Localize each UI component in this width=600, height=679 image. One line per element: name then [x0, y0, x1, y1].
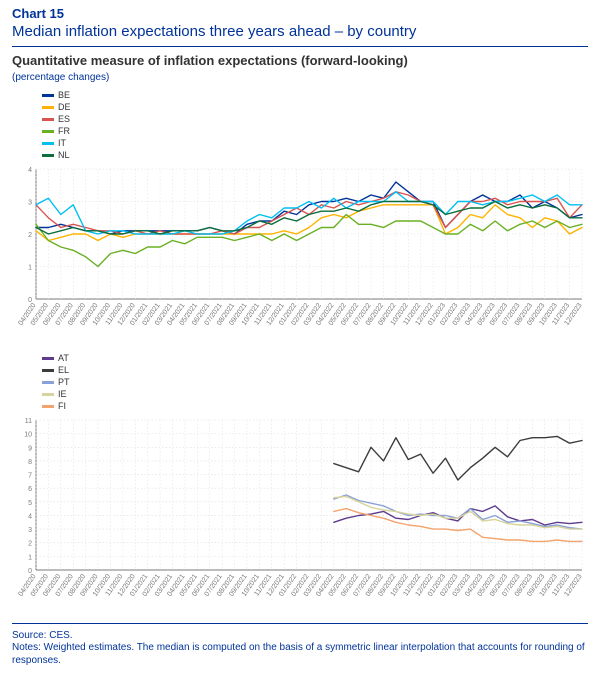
svg-text:6: 6 [28, 486, 32, 493]
divider-top [12, 46, 588, 47]
legend-swatch [42, 118, 54, 121]
legend-item-be: BE [42, 89, 588, 101]
chart1-holder: 0123404/202005/202006/202007/202008/2020… [12, 163, 588, 348]
svg-text:7: 7 [28, 473, 32, 480]
source-line: Source: CES. [12, 630, 588, 641]
legend-swatch [42, 393, 54, 396]
chart-title: Median inflation expectations three year… [12, 23, 588, 40]
notes-line: Notes: Weighted estimates. The median is… [12, 641, 588, 667]
svg-text:4: 4 [28, 513, 32, 520]
divider-bottom [12, 623, 588, 624]
svg-text:4: 4 [28, 167, 32, 174]
svg-text:1: 1 [28, 265, 32, 272]
svg-text:3: 3 [28, 527, 32, 534]
legend-label: FI [58, 400, 66, 412]
legend-swatch [42, 357, 54, 360]
legend-swatch [42, 94, 54, 97]
chart-number: Chart 15 [12, 6, 588, 21]
legend-label: AT [58, 352, 69, 364]
chart-unit: (percentage changes) [12, 72, 588, 83]
svg-text:1: 1 [28, 554, 32, 561]
legend-label: DE [58, 101, 71, 113]
legend-swatch [42, 154, 54, 157]
legend-item-ie: IE [42, 388, 588, 400]
legend-item-pt: PT [42, 376, 588, 388]
svg-text:2: 2 [28, 232, 32, 239]
legend-label: IT [58, 137, 66, 149]
legend-item-nl: NL [42, 149, 588, 161]
chart1-svg: 0123404/202005/202006/202007/202008/2020… [12, 163, 588, 343]
legend-label: NL [58, 149, 70, 161]
legend-swatch [42, 142, 54, 145]
svg-text:2: 2 [28, 541, 32, 548]
svg-text:8: 8 [28, 459, 32, 466]
legend-chart2: ATELPTIEFI [42, 352, 588, 412]
legend-item-fi: FI [42, 400, 588, 412]
legend-swatch [42, 106, 54, 109]
legend-label: PT [58, 376, 70, 388]
legend-item-fr: FR [42, 125, 588, 137]
svg-text:5: 5 [28, 500, 32, 507]
legend-label: EL [58, 364, 69, 376]
legend-item-it: IT [42, 137, 588, 149]
legend-item-es: ES [42, 113, 588, 125]
svg-text:3: 3 [28, 200, 32, 207]
legend-item-at: AT [42, 352, 588, 364]
legend-swatch [42, 381, 54, 384]
svg-text:11: 11 [25, 418, 32, 425]
legend-swatch [42, 130, 54, 133]
legend-item-el: EL [42, 364, 588, 376]
legend-swatch [42, 369, 54, 372]
chart2-holder: 0123456789101104/202005/202006/202007/20… [12, 414, 588, 619]
legend-label: ES [58, 113, 70, 125]
legend-label: FR [58, 125, 70, 137]
chart-subtitle: Quantitative measure of inflation expect… [12, 53, 588, 68]
svg-text:9: 9 [28, 445, 32, 452]
svg-text:10: 10 [24, 432, 32, 439]
chart-page: Chart 15 Median inflation expectations t… [0, 0, 600, 679]
legend-label: BE [58, 89, 70, 101]
legend-chart1: BEDEESFRITNL [42, 89, 588, 161]
legend-item-de: DE [42, 101, 588, 113]
legend-label: IE [58, 388, 67, 400]
legend-swatch [42, 405, 54, 408]
chart2-svg: 0123456789101104/202005/202006/202007/20… [12, 414, 588, 614]
